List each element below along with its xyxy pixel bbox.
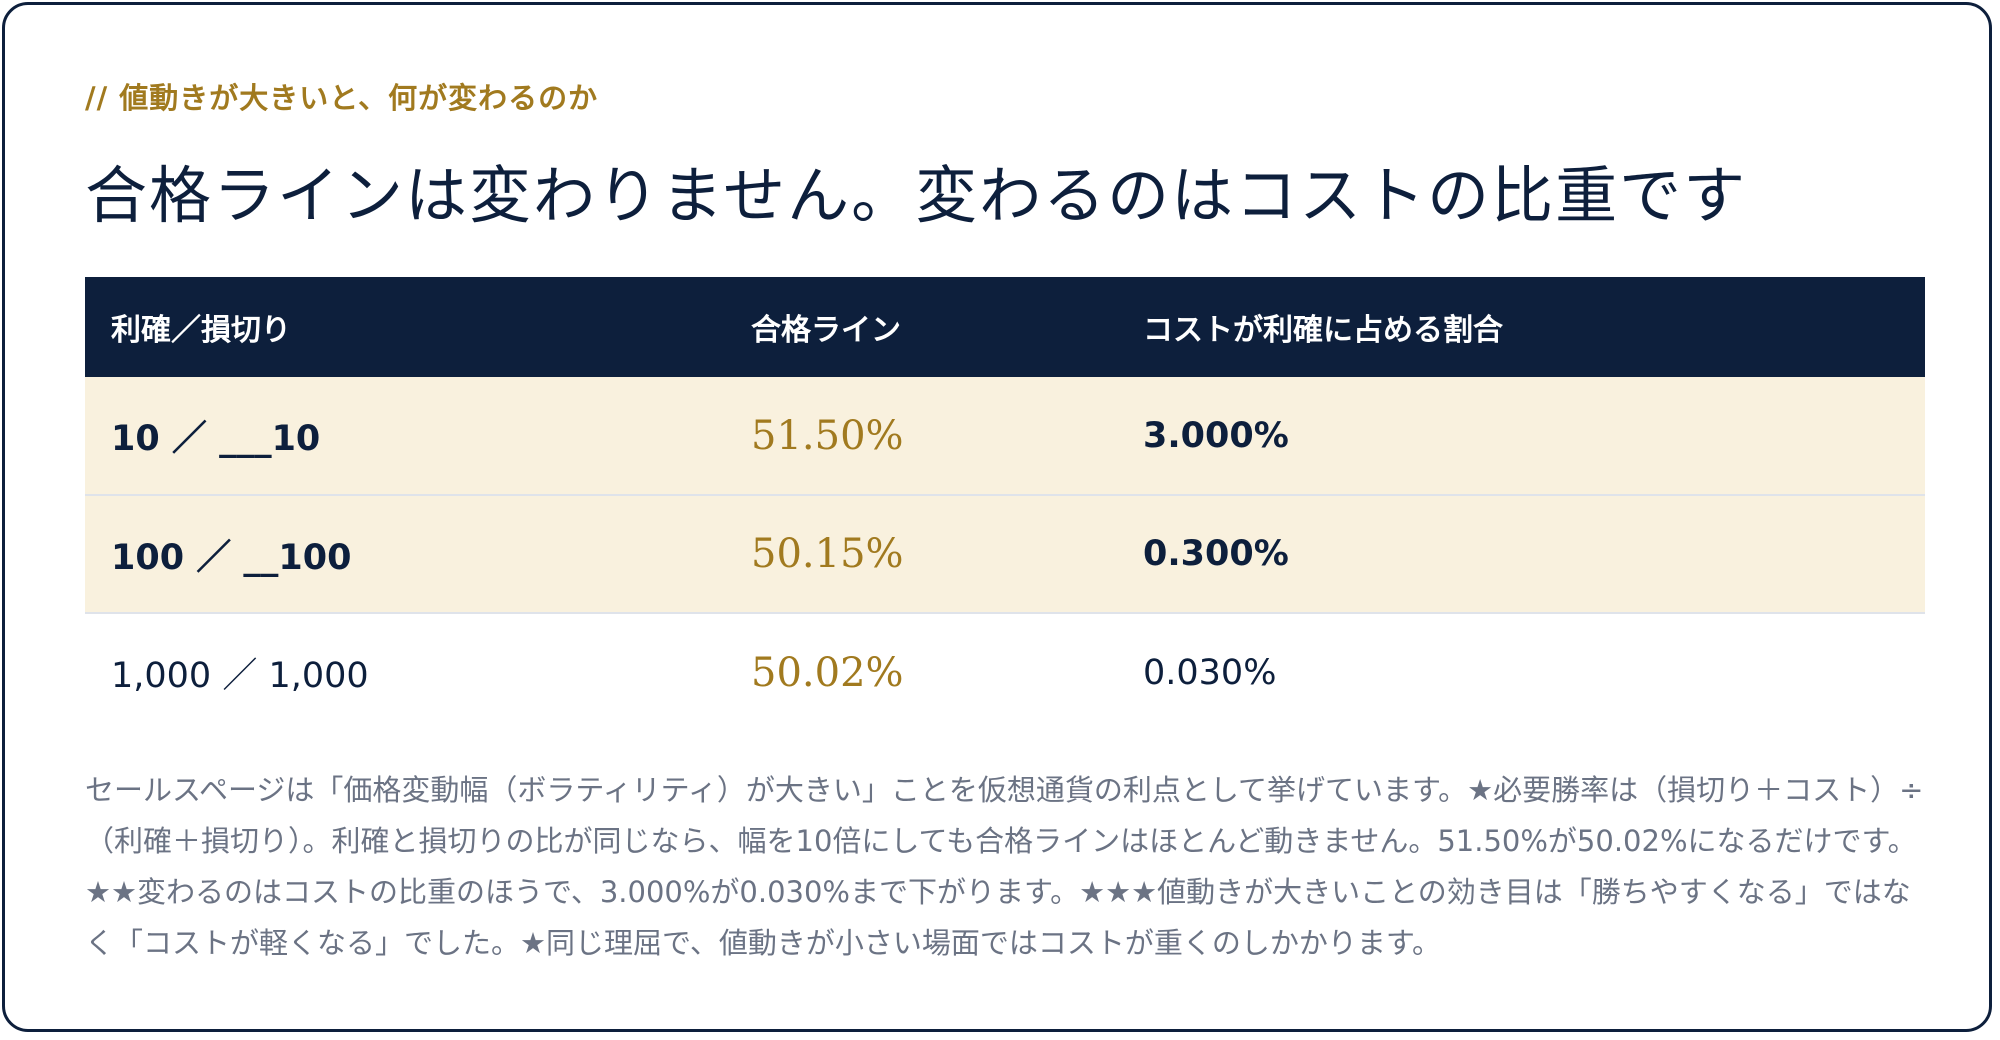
table-row: 100 ／ __100 50.15% 0.300% xyxy=(85,495,1925,614)
pass-line-cell: 50.02% xyxy=(751,649,904,696)
comparison-table: 利確／損切り 合格ライン コストが利確に占める割合 10 ／ ___10 51.… xyxy=(85,277,1925,731)
ratio-cell: 10 ／ ___10 xyxy=(85,377,751,496)
header-ratio: 利確／損切り xyxy=(111,313,291,348)
header-cost-share: コストが利確に占める割合 xyxy=(1143,313,1503,348)
table-row: 10 ／ ___10 51.50% 3.000% xyxy=(85,377,1925,496)
pass-line-cell: 50.15% xyxy=(751,495,1143,614)
cost-share-cell: 0.300% xyxy=(1143,495,1925,614)
cost-share-cell: 0.030% xyxy=(1143,652,1277,693)
header-pass-line: 合格ライン xyxy=(751,313,901,348)
pass-line-cell: 51.50% xyxy=(751,377,1143,496)
table-header-row: 利確／損切り 合格ライン コストが利確に占める割合 xyxy=(85,277,1925,377)
section-eyebrow: // 値動きが大きいと、何が変わるのか xyxy=(85,81,599,115)
cost-share-cell: 3.000% xyxy=(1143,377,1925,496)
section-headline: 合格ラインは変わりません。変わるのはコストの比重です xyxy=(85,159,1748,232)
ratio-cell: 1,000 ／ 1,000 xyxy=(111,656,369,696)
ratio-cell: 100 ／ __100 xyxy=(85,495,751,614)
table-row: 1,000 ／ 1,000 50.02% 0.030% xyxy=(85,613,1925,731)
explanation-paragraph: セールスページは「価格変動幅（ボラティリティ）が大きい」ことを仮想通貨の利点とし… xyxy=(85,773,1924,960)
